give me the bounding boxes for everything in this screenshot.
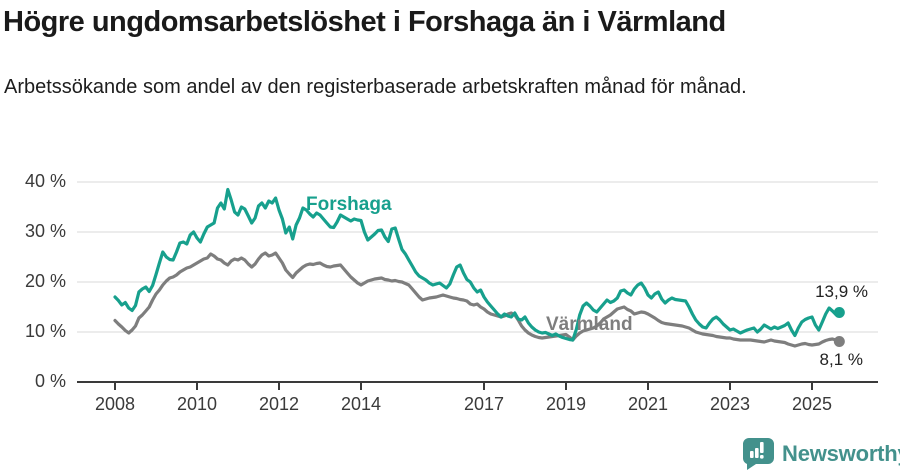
x-axis-label: 2025 xyxy=(791,394,833,414)
forshaga-end-dot xyxy=(833,307,845,318)
page-title: Högre ungdomsarbetslöshet i Forshaga än … xyxy=(3,6,726,38)
end-value-varmland: 8,1 % xyxy=(819,350,863,369)
chart-subtitle: Arbetssökande som andel av den registerb… xyxy=(4,76,747,98)
y-axis-label: 0 % xyxy=(34,371,66,391)
series-label-forshaga: Forshaga xyxy=(306,194,392,215)
vrmland-line xyxy=(113,251,841,348)
y-axis-label: 20 % xyxy=(24,271,66,291)
x-axis-label: 2010 xyxy=(176,394,218,414)
x-axis-label: 2023 xyxy=(709,394,751,414)
bar-chart-glyph xyxy=(750,442,764,459)
end-value-forshaga: 13,9 % xyxy=(815,282,868,301)
x-axis-label: 2012 xyxy=(258,394,300,414)
y-axis-label: 40 % xyxy=(24,171,66,191)
x-axis-label: 2019 xyxy=(545,394,587,414)
x-axis xyxy=(77,381,878,390)
x-axis-label: 2014 xyxy=(340,394,382,414)
x-axis-label: 2017 xyxy=(463,394,505,414)
y-axis-label: 10 % xyxy=(24,321,66,341)
series-label-varmland: Värmland xyxy=(546,314,633,335)
newsworthy-logo-text: Newsworthy xyxy=(782,440,900,466)
x-axis-label: 2021 xyxy=(627,394,669,414)
newsworthy-logo-icon xyxy=(742,438,774,470)
x-axis-label: 2008 xyxy=(94,394,136,414)
data-series xyxy=(113,187,845,348)
newsworthy-logo: Newsworthy xyxy=(742,437,900,470)
gridlines xyxy=(77,181,878,333)
forshaga-line xyxy=(113,187,841,342)
y-axis-label: 30 % xyxy=(24,221,66,241)
vrmland-end-dot xyxy=(833,336,845,347)
